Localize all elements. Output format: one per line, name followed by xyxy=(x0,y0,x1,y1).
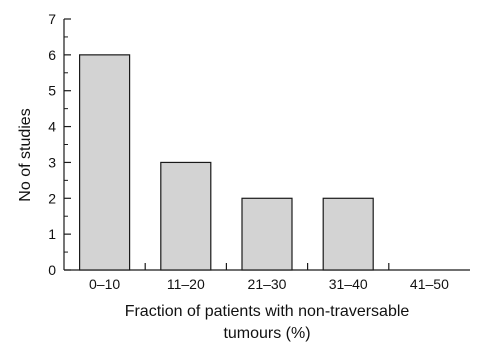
y-tick-label: 6 xyxy=(48,47,56,63)
y-tick-label: 1 xyxy=(48,226,56,242)
x-tick-label: 0–10 xyxy=(89,276,120,292)
x-axis-title-line-2: tumours (%) xyxy=(223,325,310,342)
y-axis-title: No of studies xyxy=(17,108,34,201)
x-tick-label: 41–50 xyxy=(410,276,449,292)
bar xyxy=(78,54,131,271)
y-axis: 0 1 2 3 4 5 6 7 xyxy=(48,11,71,278)
x-tick-label: 11–20 xyxy=(167,276,205,292)
y-tick-label: 2 xyxy=(48,190,56,206)
y-tick-label: 7 xyxy=(48,11,56,27)
y-tick-label: 4 xyxy=(48,119,56,135)
bar xyxy=(241,197,293,271)
bar xyxy=(160,161,212,271)
y-tick-label: 0 xyxy=(48,262,56,278)
bars xyxy=(78,54,374,271)
y-tick-label: 3 xyxy=(48,154,56,170)
x-tick-label: 31–40 xyxy=(329,276,368,292)
x-tick-label: 21–30 xyxy=(248,276,287,292)
bar xyxy=(322,197,374,271)
x-axis-title-line-1: Fraction of patients with non-traversabl… xyxy=(125,303,410,320)
y-tick-label: 5 xyxy=(48,83,56,99)
